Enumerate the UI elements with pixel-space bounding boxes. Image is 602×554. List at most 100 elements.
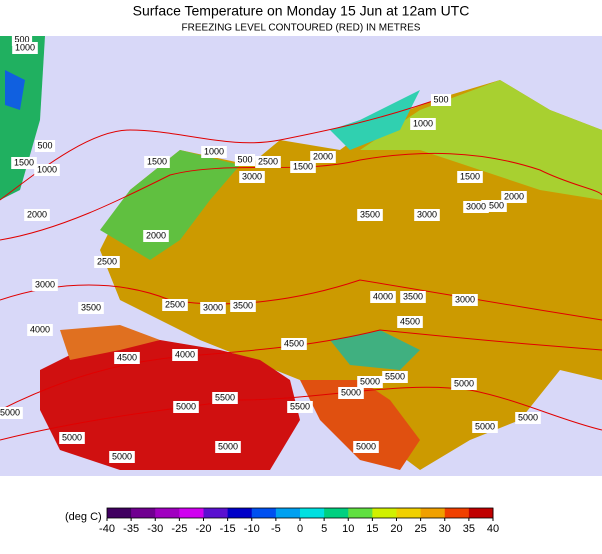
contour-label: 4500: [284, 338, 304, 348]
contour-label-box: [94, 256, 120, 268]
contour-line: [0, 94, 451, 201]
colorbar-tick-label: 0: [297, 523, 303, 535]
contour-label-box: [338, 387, 364, 399]
colorbar-segment: [396, 508, 422, 518]
contour-label: 500: [237, 154, 252, 164]
scandinavia: [100, 150, 240, 260]
contour-label-box: [0, 407, 23, 419]
colorbar-tick-label: 15: [366, 523, 378, 535]
contour-label: 5500: [215, 392, 235, 402]
colorbar-tick-label: -35: [123, 523, 139, 535]
contour-label-box: [200, 302, 226, 314]
map: [0, 36, 602, 476]
contour-label: 2000: [504, 191, 524, 201]
contour-label-box: [501, 191, 527, 203]
contour-label-box: [11, 157, 37, 169]
colorbar-segment: [179, 508, 204, 518]
contour-label: 5000: [0, 407, 20, 417]
contour-label: 1500: [460, 171, 480, 181]
contour-label-box: [173, 401, 199, 413]
contour-line: [0, 386, 602, 441]
colorbar-segment: [107, 508, 132, 518]
india: [300, 380, 420, 470]
contour-label-box: [255, 156, 281, 168]
contour-label-box: [397, 316, 423, 328]
contour-label-box: [215, 441, 241, 453]
contour-label-box: [143, 230, 169, 242]
contour-label: 1000: [204, 146, 224, 156]
contour-label: 1000: [37, 164, 57, 174]
contour-label-box: [230, 300, 256, 312]
contour-label: 1000: [413, 118, 433, 128]
contour-label: 3500: [81, 302, 101, 312]
contour-label-box: [430, 94, 452, 106]
colorbar-segment: [420, 508, 446, 518]
contour-label-box: [32, 279, 58, 291]
contour-label-box: [172, 349, 198, 361]
contour-label-box: [162, 299, 188, 311]
contour-label: 3500: [360, 209, 380, 219]
colorbar-segment: [468, 508, 494, 518]
himalaya: [330, 330, 420, 370]
contour-label: 500: [37, 140, 52, 150]
contour-label-box: [24, 209, 50, 221]
contour-label: 1500: [293, 161, 313, 171]
contour-label: 5000: [518, 412, 538, 422]
contour-label-box: [59, 432, 85, 444]
arctic-coast: [330, 90, 420, 150]
contour-label-box: [144, 156, 170, 168]
contour-label: 2500: [258, 156, 278, 166]
contour-label-box: [27, 324, 53, 336]
sahara: [40, 340, 300, 470]
contour-label-box: [382, 371, 408, 383]
colorbar-label: (deg C): [65, 511, 102, 523]
colorbar-tick-label: -40: [99, 523, 115, 535]
contour-label-box: [452, 294, 478, 306]
colorbar-segment: [275, 508, 301, 518]
contour-label: 4500: [400, 316, 420, 326]
iberia: [60, 325, 160, 360]
contour-label: 4000: [30, 324, 50, 334]
colorbar-tick-label: 20: [390, 523, 402, 535]
contour-label: 3000: [35, 279, 55, 289]
colorbar-tick-label: 25: [415, 523, 427, 535]
contour-label-box: [12, 42, 38, 54]
contour-label-box: [357, 209, 383, 221]
colorbar-segment: [348, 508, 373, 518]
contour-label: 2500: [484, 200, 504, 210]
contour-label-box: [457, 171, 483, 183]
colorbar-tick-label: -5: [271, 523, 281, 535]
colorbar-tick-label: 30: [439, 523, 451, 535]
contour-label: 5000: [62, 432, 82, 442]
contour-label-box: [451, 378, 477, 390]
contour-label-box: [353, 441, 379, 453]
colorbar-tick-label: -20: [196, 523, 212, 535]
contour-label: 3000: [203, 302, 223, 312]
contour-label: 4000: [373, 291, 393, 301]
contour-label: 2000: [27, 209, 47, 219]
contour-label: 3500: [403, 291, 423, 301]
colorbar-tick-label: -15: [220, 523, 236, 535]
contour-label: 3000: [466, 201, 486, 211]
contour-label-box: [281, 338, 307, 350]
contour-label-box: [290, 161, 316, 173]
contour-label: 2000: [313, 151, 333, 161]
contour-label-box: [370, 291, 396, 303]
contour-label-box: [410, 118, 436, 130]
contour-label-box: [109, 451, 135, 463]
colorbar-segment: [131, 508, 156, 518]
colorbar-tick-label: -25: [171, 523, 187, 535]
colorbar-segment: [155, 508, 180, 518]
contour-label: 5000: [112, 451, 132, 461]
contour-label-box: [400, 291, 426, 303]
colorbar-segment: [203, 508, 229, 518]
contour-label-box: [201, 146, 227, 158]
subtitle: FREEZING LEVEL CONTOURED (RED) IN METRES: [182, 23, 421, 34]
contour-label: 5000: [341, 387, 361, 397]
contour-label: 2500: [97, 256, 117, 266]
contour-label: 4000: [175, 349, 195, 359]
contour-label: 5500: [385, 371, 405, 381]
contour-label: 1500: [147, 156, 167, 166]
ice: [5, 70, 25, 110]
